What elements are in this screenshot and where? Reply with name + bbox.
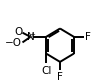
Text: N: N [27, 32, 34, 42]
Text: O: O [14, 27, 22, 37]
Text: Cl: Cl [41, 66, 51, 76]
Text: F: F [57, 72, 63, 82]
Text: +: + [30, 32, 35, 38]
Text: −O: −O [5, 38, 22, 48]
Text: F: F [85, 32, 91, 42]
